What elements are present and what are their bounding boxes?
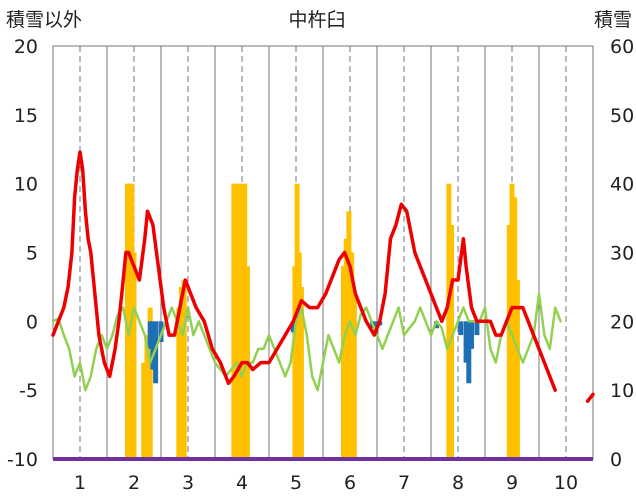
bars: [125, 183, 520, 459]
x-tick-label: 9: [506, 472, 518, 494]
right-tick-label: 10: [610, 380, 634, 402]
x-tick-label: 1: [74, 472, 86, 494]
blue-bar: [458, 321, 464, 336]
left-tick-label: 20: [14, 36, 38, 58]
right-axis-ticks: 60 50 40 30 20 10 0: [610, 36, 634, 471]
blue-bar: [158, 321, 164, 342]
right-tick-label: 20: [610, 311, 634, 333]
orange-bar: [514, 280, 520, 459]
right-tick-label: 60: [610, 36, 634, 58]
orange-bar: [351, 293, 357, 459]
blue-bar: [290, 321, 296, 333]
orange-bar: [131, 252, 137, 459]
blue-bar: [150, 321, 156, 370]
orange-bar: [343, 238, 349, 459]
orange-bar: [234, 183, 240, 459]
orange-bar: [346, 211, 352, 459]
x-tick-label: 8: [452, 472, 464, 494]
blue-bar: [474, 321, 480, 336]
blue-bar: [469, 321, 474, 349]
orange-bar: [512, 197, 518, 459]
left-tick-label: 15: [14, 105, 38, 127]
blue-bar: [463, 321, 469, 363]
right-axis-title: 積雪: [594, 9, 632, 31]
orange-bar: [236, 183, 242, 459]
x-tick-label: 2: [128, 472, 140, 494]
orange-bar: [242, 183, 248, 459]
x-tick-label: 4: [236, 472, 248, 494]
left-tick-label: 0: [26, 311, 38, 333]
x-tick-label: 6: [344, 472, 356, 494]
right-tick-label: 30: [610, 243, 634, 265]
left-tick-label: -5: [19, 380, 38, 402]
chart-title: 中杵臼: [288, 9, 345, 31]
left-axis-ticks: 20 15 10 5 0 -5 -10: [7, 36, 38, 471]
orange-bar: [141, 362, 147, 459]
x-axis-ticks: 1 2 3 4 5 6 7 8 9 10: [74, 472, 578, 494]
right-tick-label: 0: [610, 449, 622, 471]
blue-bar: [466, 321, 472, 384]
blue-bar: [147, 321, 153, 349]
left-tick-label: -10: [7, 449, 38, 471]
x-tick-label: 5: [290, 472, 302, 494]
orange-bar: [509, 183, 515, 459]
series-lines: [51, 150, 595, 403]
x-tick-label: 7: [398, 472, 410, 494]
left-axis-title: 積雪以外: [6, 9, 82, 31]
right-tick-label: 40: [610, 174, 634, 196]
orange-bar: [349, 252, 355, 459]
orange-bar: [147, 307, 153, 459]
right-tick-label: 50: [610, 105, 634, 127]
orange-bar: [449, 224, 455, 459]
orange-bar: [506, 224, 512, 459]
orange-bar: [446, 183, 452, 459]
orange-bar: [176, 307, 182, 459]
red-series-line: [585, 392, 595, 403]
orange-bar: [231, 183, 237, 459]
red-series-line: [51, 150, 557, 392]
x-tick-label: 3: [182, 472, 194, 494]
x-tick-label: 10: [554, 472, 578, 494]
orange-bar: [144, 335, 150, 459]
left-tick-label: 10: [14, 174, 38, 196]
orange-bar: [298, 286, 304, 459]
left-tick-label: 5: [26, 243, 38, 265]
blue-bar: [433, 321, 439, 329]
orange-bar: [239, 183, 245, 459]
orange-bar: [179, 286, 185, 459]
orange-bar: [181, 280, 187, 459]
orange-bar: [341, 266, 347, 459]
